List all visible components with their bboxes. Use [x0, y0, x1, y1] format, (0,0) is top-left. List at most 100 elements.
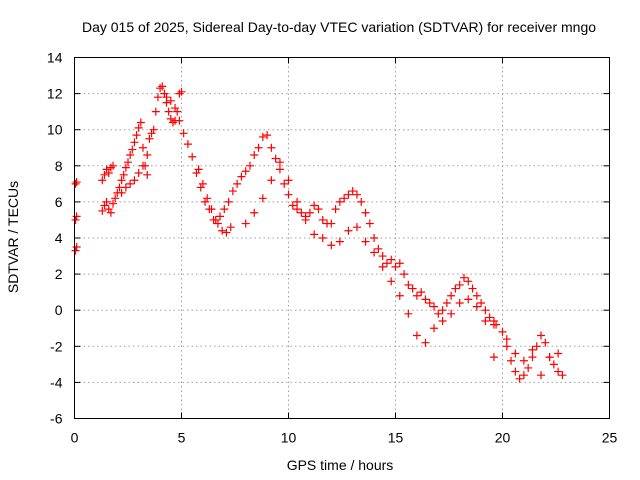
data-point — [455, 298, 464, 307]
data-point — [378, 262, 387, 271]
data-point — [166, 96, 175, 105]
data-point — [134, 169, 143, 178]
data-point — [395, 259, 404, 268]
data-point — [297, 208, 306, 217]
data-point — [558, 371, 567, 380]
data-point — [100, 170, 109, 179]
data-point — [147, 129, 156, 138]
data-point — [194, 165, 203, 174]
data-point — [151, 107, 160, 116]
data-point — [361, 237, 370, 246]
data-point — [301, 215, 310, 224]
y-tick-label: 6 — [55, 194, 63, 210]
data-point — [71, 246, 80, 255]
data-point — [524, 363, 533, 372]
data-point — [109, 161, 118, 170]
x-axis-label: GPS time / hours — [287, 457, 394, 473]
data-point — [489, 353, 498, 362]
data-point — [71, 179, 80, 188]
data-point — [119, 170, 128, 179]
data-point — [554, 367, 563, 376]
y-tick-label: 2 — [55, 266, 63, 282]
data-point — [128, 145, 137, 154]
data-point — [305, 208, 314, 217]
data-point — [348, 187, 357, 196]
data-point — [222, 228, 231, 237]
data-point — [438, 306, 447, 315]
data-point — [72, 212, 81, 221]
data-point — [447, 291, 456, 300]
data-point — [162, 93, 171, 102]
y-tick-label: -2 — [50, 338, 63, 354]
data-point — [507, 356, 516, 365]
data-point — [421, 295, 430, 304]
data-point — [109, 199, 118, 208]
data-point — [175, 116, 184, 125]
data-point — [395, 291, 404, 300]
data-point — [203, 194, 212, 203]
data-point — [545, 353, 554, 362]
data-point — [318, 215, 327, 224]
data-point — [378, 252, 387, 261]
data-point — [451, 284, 460, 293]
data-point — [132, 131, 141, 140]
data-point — [149, 125, 158, 134]
data-point — [459, 273, 468, 282]
data-point — [519, 371, 528, 380]
data-point — [400, 270, 409, 279]
data-point — [241, 219, 250, 228]
data-point — [442, 298, 451, 307]
data-point — [143, 150, 152, 159]
data-point — [528, 353, 537, 362]
data-point — [143, 170, 152, 179]
x-tick-label: 20 — [495, 430, 511, 446]
data-point — [361, 208, 370, 217]
data-point — [254, 143, 263, 152]
data-point — [314, 205, 323, 214]
data-point — [102, 197, 111, 206]
data-point — [136, 118, 145, 127]
data-point — [158, 82, 167, 91]
data-point — [121, 163, 130, 172]
data-point — [98, 206, 107, 215]
data-point — [106, 163, 115, 172]
data-point — [138, 161, 147, 170]
data-point — [293, 205, 302, 214]
data-point — [447, 309, 456, 318]
data-point — [241, 167, 250, 176]
data-point — [464, 277, 473, 286]
x-tick-label: 10 — [281, 430, 297, 446]
data-point — [126, 179, 135, 188]
data-point — [340, 194, 349, 203]
data-point — [370, 248, 379, 257]
y-tick-label: 14 — [47, 50, 63, 66]
data-point — [537, 331, 546, 340]
data-point — [477, 298, 486, 307]
data-point — [218, 226, 227, 235]
data-point — [284, 176, 293, 185]
data-point — [554, 349, 563, 358]
data-point — [511, 349, 520, 358]
data-point — [293, 197, 302, 206]
x-tick-label: 25 — [602, 430, 618, 446]
data-point — [220, 205, 229, 214]
data-point — [374, 244, 383, 253]
data-point — [134, 123, 143, 132]
data-point — [327, 219, 336, 228]
data-point — [425, 298, 434, 307]
data-point — [528, 345, 537, 354]
data-point — [430, 302, 439, 311]
data-point — [267, 143, 276, 152]
data-point — [201, 197, 210, 206]
data-point — [104, 205, 113, 214]
data-point — [71, 215, 80, 224]
data-point — [327, 241, 336, 250]
data-point — [228, 187, 237, 196]
data-point — [404, 280, 413, 289]
data-point — [188, 152, 197, 161]
data-point — [224, 197, 233, 206]
y-tick-label: 0 — [55, 302, 63, 318]
data-point — [318, 234, 327, 242]
data-point — [310, 230, 319, 239]
